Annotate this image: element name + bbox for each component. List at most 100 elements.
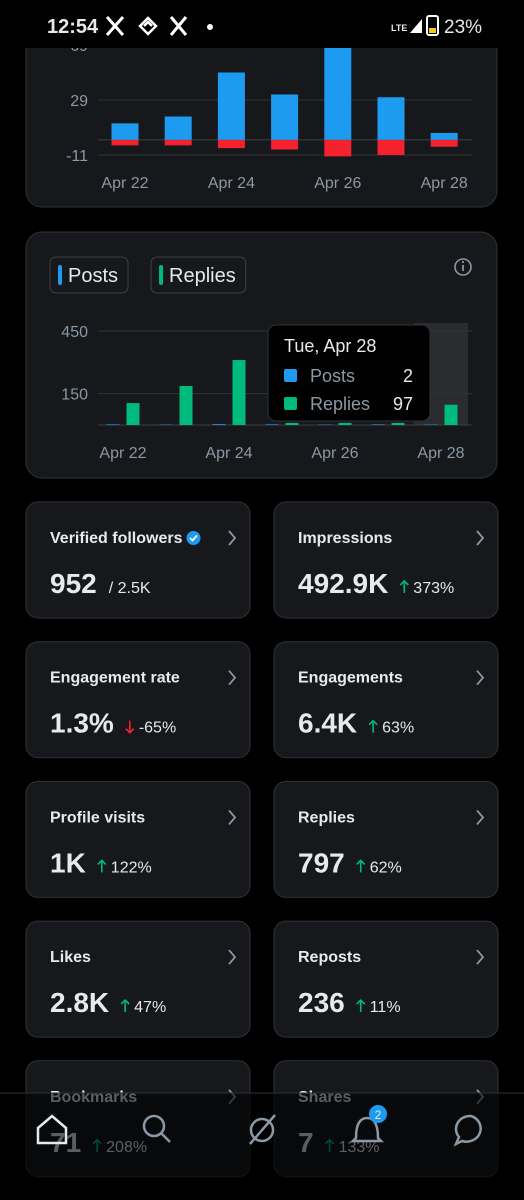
change-arrow	[368, 719, 378, 733]
bar	[430, 133, 458, 140]
x-tick-label: Apr 26	[314, 175, 361, 192]
bell-icon[interactable]	[349, 1116, 385, 1143]
card-value: 236	[298, 987, 345, 1018]
change-arrow	[97, 859, 107, 873]
badge-bg	[369, 1105, 387, 1123]
verified-badge	[186, 531, 201, 545]
card-sub: / 2.5K	[109, 580, 151, 597]
legend-chip[interactable]	[49, 256, 129, 294]
battery: 23%	[444, 17, 482, 38]
card-label: Engagement rate	[50, 670, 180, 687]
bar	[271, 139, 299, 150]
bar	[338, 422, 352, 425]
grok-icon[interactable]	[249, 1117, 275, 1143]
card-label: Profile visits	[50, 809, 145, 826]
bar	[430, 139, 458, 147]
card-change: 373%	[413, 580, 454, 597]
messages-icon[interactable]	[453, 1114, 482, 1147]
bar	[212, 424, 226, 425]
home-icon[interactable]	[36, 1114, 68, 1145]
legend-chip[interactable]	[150, 256, 247, 294]
legend-label: Posts	[68, 265, 118, 287]
x-tick-label: Apr 26	[311, 445, 358, 462]
bar	[271, 94, 299, 140]
card-value: 952	[50, 568, 97, 599]
bar	[126, 403, 140, 425]
bar	[232, 360, 246, 425]
legend-label: Replies	[169, 265, 236, 287]
verified-check	[189, 534, 198, 542]
tooltip-value: 97	[393, 394, 413, 414]
card-change: -65%	[139, 720, 176, 737]
x-icon	[169, 16, 188, 36]
x-tick-label: Apr 24	[208, 175, 255, 192]
bar	[111, 123, 139, 140]
bar	[106, 424, 120, 425]
card-value: 492.9K	[298, 568, 388, 599]
nav-bg	[0, 1093, 524, 1200]
bar	[377, 139, 405, 155]
stat-card[interactable]	[273, 501, 499, 619]
signal-icon	[410, 19, 422, 33]
status-bg	[0, 0, 524, 48]
card-value: 6.4K	[298, 708, 357, 739]
card-change: 11%	[370, 999, 401, 1016]
chevron	[228, 809, 237, 825]
y-tick-label: -11	[66, 148, 88, 165]
change-arrow	[399, 579, 409, 593]
tooltip-title: Tue, Apr 28	[284, 336, 376, 356]
bar	[371, 424, 385, 425]
chart-1: 69 29 -11 Apr 22 Apr 24 Apr 26 Apr 28	[66, 48, 472, 192]
chevron	[228, 670, 237, 686]
card-value: 1.3%	[50, 708, 114, 739]
network: LTE	[391, 23, 407, 33]
change-arrow	[356, 998, 366, 1013]
stat-card[interactable]	[25, 920, 251, 1038]
legend-swatch	[159, 265, 164, 285]
tooltip-series: Replies	[310, 394, 370, 414]
battery-icon	[426, 15, 439, 36]
bar	[217, 139, 245, 149]
bar	[179, 385, 193, 425]
stat-card[interactable]	[273, 641, 499, 759]
stat-cards: Verified followers 952 / 2.5K Impressions 49…	[25, 501, 499, 1178]
card-label: Likes	[50, 949, 91, 966]
x-icon	[105, 16, 125, 36]
stat-card[interactable]	[273, 920, 499, 1038]
grok-icon-slash	[249, 1114, 276, 1145]
x-tick-label: Apr 28	[417, 445, 464, 462]
notification-badge: 2	[375, 1108, 382, 1122]
y-tick-label: 450	[61, 324, 88, 341]
bottom-nav: 2	[0, 1092, 524, 1200]
chevron	[476, 949, 485, 965]
stat-card[interactable]	[25, 780, 251, 898]
stat-card[interactable]	[25, 641, 251, 759]
tooltip-swatch	[284, 369, 297, 382]
chevron	[228, 530, 237, 546]
bar	[111, 139, 139, 146]
bar	[324, 139, 352, 157]
tooltip-swatch	[284, 397, 297, 410]
change-arrow	[120, 998, 130, 1013]
card-value: 1K	[50, 847, 86, 878]
y-tick-label: 150	[61, 387, 88, 404]
battery-level	[429, 28, 436, 33]
legend-swatch	[58, 265, 62, 285]
info-icon[interactable]	[454, 258, 472, 276]
search-icon[interactable]	[142, 1114, 166, 1138]
x-tick-label: Apr 28	[421, 175, 468, 192]
card-change: 47%	[134, 999, 166, 1016]
bar	[164, 139, 192, 146]
x-tick-label: Apr 22	[99, 445, 146, 462]
bar	[391, 422, 405, 425]
bar	[164, 116, 192, 140]
bar	[377, 97, 405, 140]
card-label: Impressions	[298, 530, 392, 547]
chevron	[228, 949, 237, 965]
bar	[265, 424, 279, 425]
stat-card[interactable]	[25, 501, 251, 619]
card-label: Reposts	[298, 949, 361, 966]
stat-card[interactable]	[273, 780, 499, 898]
x-tick-label: Apr 22	[101, 175, 148, 192]
